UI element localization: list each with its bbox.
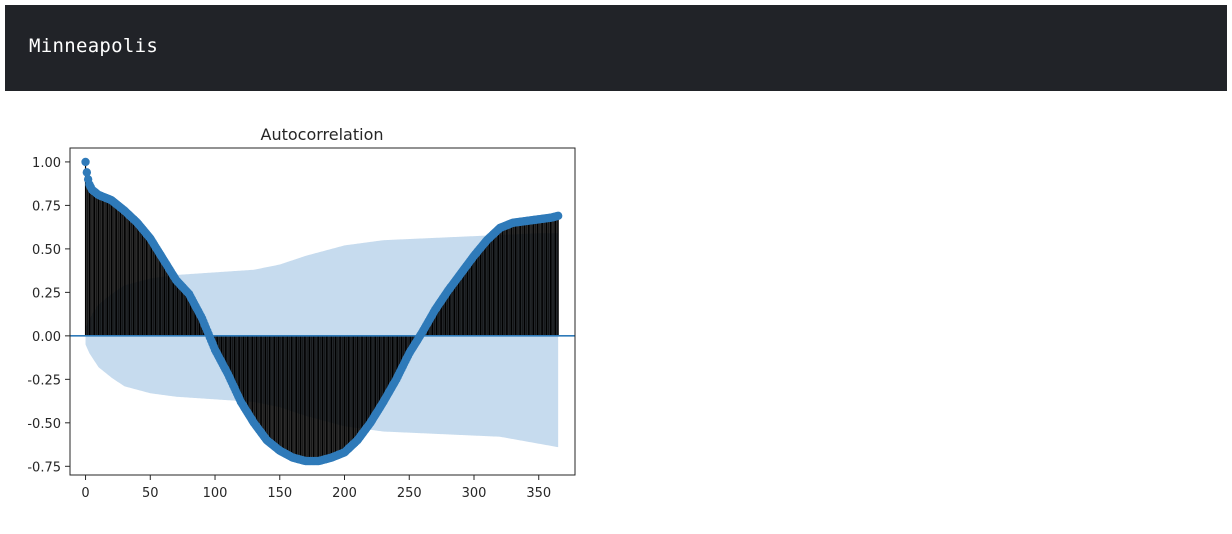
page-title: Minneapolis	[29, 35, 159, 57]
x-tick-label: 350	[526, 486, 551, 501]
confidence-band	[85, 233, 559, 448]
acf-point	[81, 157, 90, 167]
x-tick-label: 100	[203, 486, 228, 501]
x-tick-label: 300	[462, 486, 487, 501]
confidence-band-layer	[85, 233, 559, 448]
acf-point	[82, 168, 92, 177]
chart-container: Autocorrelation -0.75 -0.50 -0.25 0.00 0.25 0…	[0, 110, 600, 510]
x-tick-label: 150	[267, 486, 292, 501]
header-bar: Minneapolis	[5, 5, 1227, 91]
marker-layer	[81, 157, 563, 466]
plot-frame	[69, 147, 576, 476]
x-tick-label: 0	[81, 486, 89, 501]
x-tick-label: 200	[332, 486, 357, 501]
x-tick-label: 50	[142, 486, 159, 501]
y-tick-label: 0.00	[32, 330, 61, 345]
autocorrelation-chart: Autocorrelation -0.75 -0.50 -0.25 0.00 0.25 0…	[27, 125, 576, 501]
y-tick-label: 0.25	[32, 286, 61, 301]
y-tick-label: 0.75	[32, 199, 61, 214]
y-tick-label: -0.75	[27, 460, 61, 475]
x-tick-label: 250	[397, 486, 422, 501]
y-tick-label: 1.00	[32, 156, 61, 171]
chart-title: Autocorrelation	[261, 125, 384, 144]
y-tick-label: 0.50	[32, 243, 61, 258]
y-tick-label: -0.25	[27, 373, 61, 388]
acf-point	[553, 211, 563, 221]
axis-layer: -0.75 -0.50 -0.25 0.00 0.25 0.50 0.75 1.00 0 50 10…	[27, 147, 576, 501]
y-tick-label: -0.50	[27, 417, 61, 432]
